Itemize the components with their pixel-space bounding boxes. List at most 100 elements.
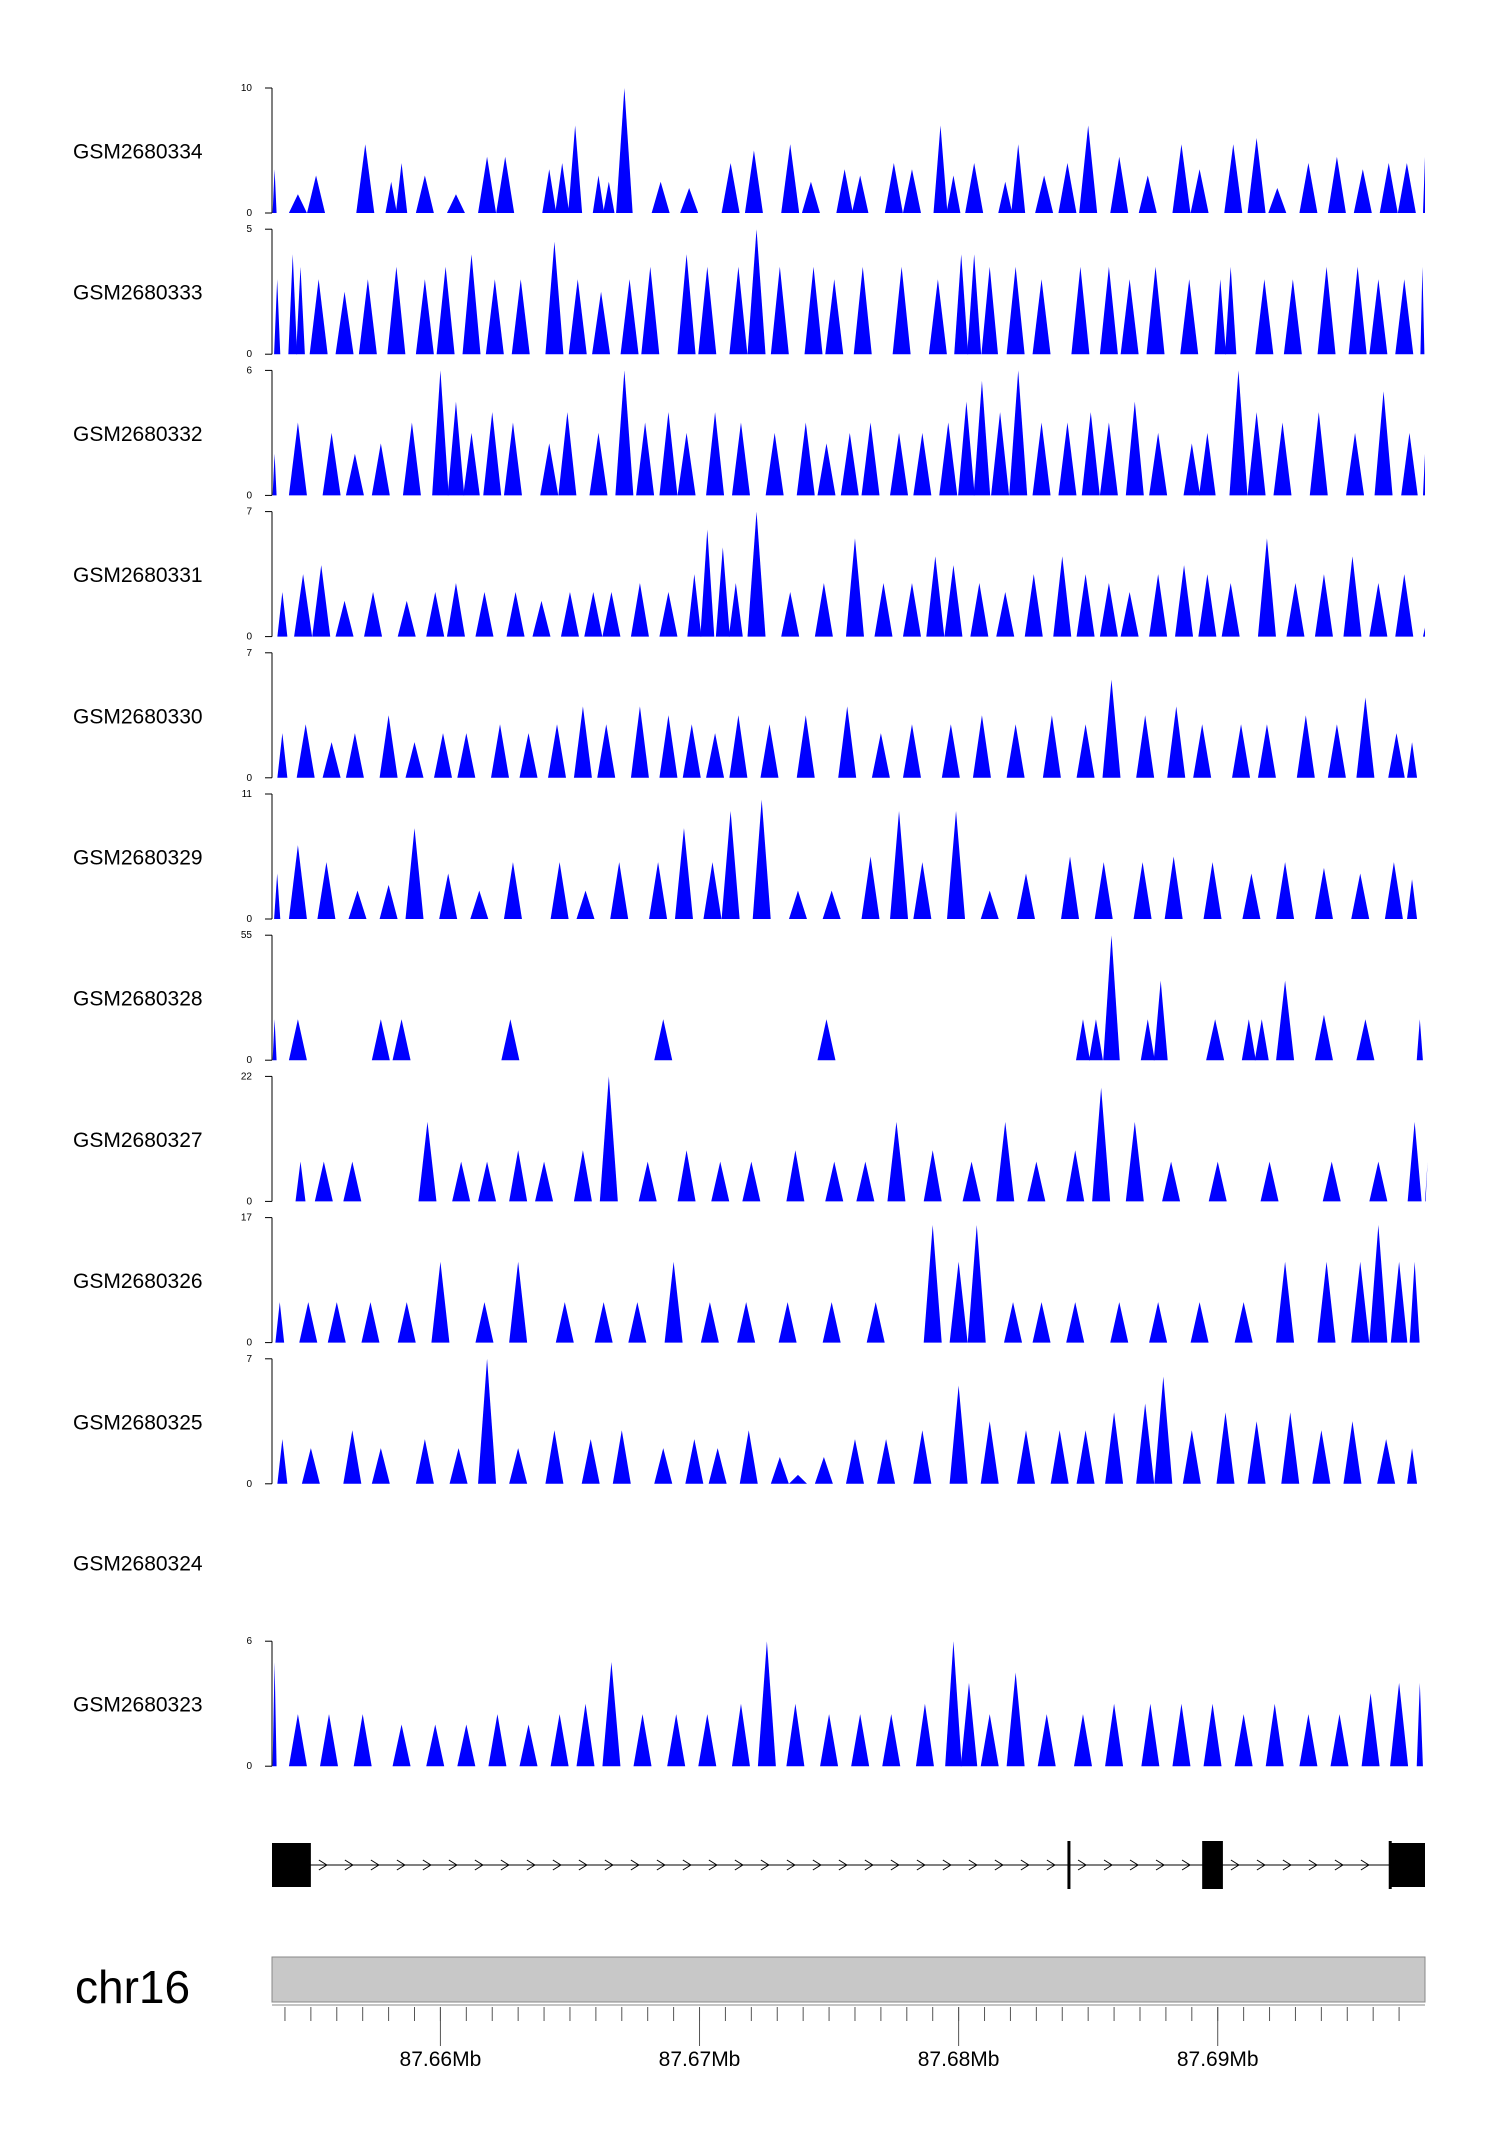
signal-peak (509, 1150, 528, 1202)
signal-peak (972, 715, 991, 778)
signal-peak (602, 1662, 621, 1767)
signal-peak (299, 1302, 318, 1343)
signal-peak (446, 583, 465, 637)
signal-peak (840, 432, 859, 496)
signal-peak (581, 1439, 600, 1484)
signal-peak (1221, 583, 1240, 637)
signal-peak (463, 432, 480, 496)
signal-peak (397, 1302, 416, 1343)
track-label: GSM2680326 (73, 1270, 203, 1293)
strand-arrow (708, 1859, 718, 1871)
signal-peak (1224, 144, 1243, 213)
signal-peak (1073, 1714, 1092, 1767)
signal-peak (620, 279, 639, 355)
signal-peak (1234, 1302, 1253, 1343)
signal-peak (1032, 422, 1051, 496)
strand-arrow (1155, 1859, 1165, 1871)
signal-peak (786, 1703, 805, 1767)
signal-peak (1377, 1439, 1396, 1484)
strand-arrow (968, 1859, 978, 1871)
signal-peak (700, 529, 715, 637)
y-tick-label-min: 0 (246, 1055, 252, 1066)
strand-arrow (318, 1859, 328, 1871)
track-GSM2680323: GSM2680323 6 0 (73, 1636, 1423, 1772)
signal-peak (1198, 574, 1217, 637)
signal-peak (731, 422, 750, 496)
track-label: GSM2680328 (73, 988, 203, 1011)
signal-peak (947, 811, 966, 919)
signal-peak (814, 1457, 833, 1484)
signal-peak (1172, 1703, 1191, 1767)
signal-peak (871, 733, 890, 778)
x-tick-label: 87.67Mb (659, 2048, 741, 2071)
signal-peak (1232, 724, 1251, 778)
signal-peak (1276, 980, 1295, 1061)
signal-peak (457, 1724, 476, 1767)
signal-peak (1190, 1302, 1209, 1343)
signal-peak (602, 591, 621, 637)
signal-peak (654, 1448, 673, 1484)
strand-arrow (786, 1859, 796, 1871)
signal-peak (845, 1439, 864, 1484)
signal-peak (649, 862, 668, 919)
signal-peak (483, 412, 502, 496)
signal-peak (1167, 706, 1186, 778)
signal-peak (1327, 156, 1346, 213)
strand-arrow (682, 1859, 692, 1871)
signal-peak (415, 1439, 434, 1484)
signal-peak (542, 169, 557, 213)
signal-peak (1346, 432, 1365, 496)
y-tick-label-max: 7 (246, 1354, 252, 1365)
signal-peak (1423, 453, 1425, 496)
signal-peak (1214, 279, 1226, 355)
track-GSM2680326: GSM2680326 17 0 (73, 1213, 1420, 1349)
signal-peak (1273, 422, 1292, 496)
signal-peak (1133, 862, 1152, 919)
signal-peak (478, 1358, 497, 1484)
strand-arrow (864, 1859, 874, 1871)
signal-peak (555, 163, 570, 213)
signal-peak (822, 890, 841, 919)
signal-peak (1140, 1019, 1155, 1061)
signal-peak (288, 1019, 307, 1061)
y-tick-label-min: 0 (246, 349, 252, 360)
signal-peak (397, 600, 416, 637)
signal-peak (887, 1121, 906, 1202)
signal-peak (836, 169, 853, 213)
signal-peak (1149, 432, 1168, 496)
signal-peak (630, 583, 649, 637)
signal-peak (272, 1019, 277, 1061)
strand-arrow (1181, 1859, 1191, 1871)
signal-peak (426, 591, 445, 637)
signal-peak (877, 1439, 896, 1484)
signal-peak (597, 724, 616, 778)
signal-peak (327, 1302, 346, 1343)
signal-peak (659, 412, 678, 496)
track-GSM2680331: GSM2680331 7 0 (73, 507, 1425, 643)
signal-peak (584, 591, 603, 637)
signal-peak (1247, 412, 1266, 496)
signal-peak (1076, 574, 1095, 637)
signal-peak (431, 1261, 450, 1343)
signal-peak (902, 583, 921, 637)
signal-peak (1423, 156, 1425, 213)
track-label: GSM2680329 (73, 847, 203, 870)
signal-peak (1224, 266, 1237, 355)
signal-peak (1199, 432, 1216, 496)
signal-peak (980, 1421, 999, 1484)
signal-peak (295, 1161, 306, 1202)
strand-arrow (1129, 1859, 1139, 1871)
signal-peak (715, 547, 730, 637)
strand-arrow (1360, 1859, 1370, 1871)
signal-peak (902, 724, 921, 778)
signal-peak (700, 1302, 719, 1343)
signal-peak (1283, 279, 1302, 355)
signal-peak (1388, 733, 1405, 778)
signal-peak (371, 1019, 390, 1061)
signal-peak (923, 1150, 942, 1202)
signal-peak (379, 715, 398, 778)
signal-peak (913, 862, 932, 919)
signal-peak (728, 583, 743, 637)
signal-peak (1206, 1019, 1225, 1061)
strand-arrow (734, 1859, 744, 1871)
